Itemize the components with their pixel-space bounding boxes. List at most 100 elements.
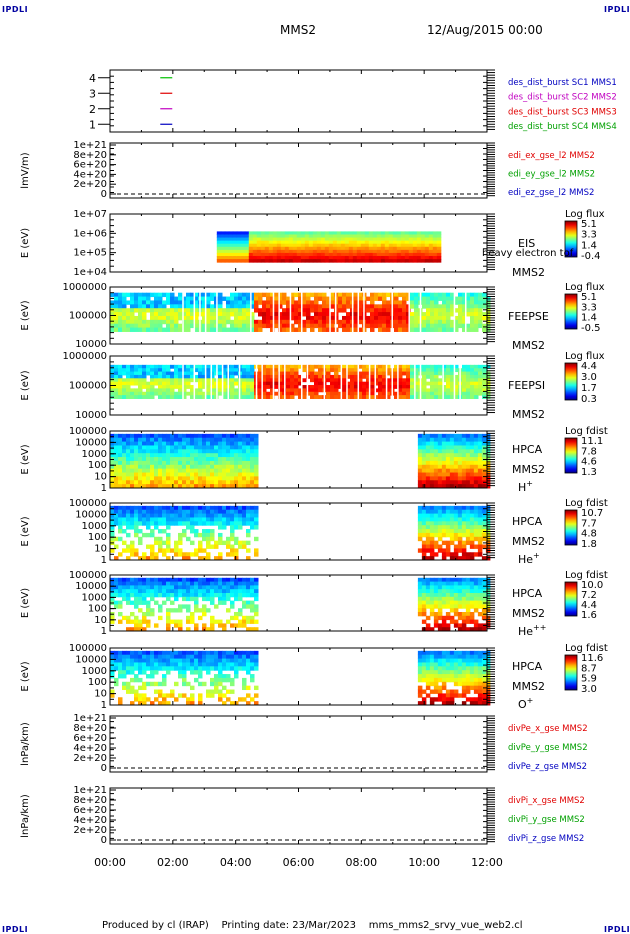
feepsi-frame xyxy=(109,355,488,416)
hpca_hepp-ytick: 10000 xyxy=(75,581,107,592)
hpca_h-ytick: 10 xyxy=(94,472,107,483)
divpi-ytick: 1e+21 xyxy=(73,785,107,796)
hpca_h-label: HPCA xyxy=(512,443,543,456)
feepse-cbar-title: Log flux xyxy=(565,282,605,293)
footer: Produced by cl (IRAP) Printing date: 23/… xyxy=(102,920,523,931)
hpca_he-ytick: 1 xyxy=(101,555,107,566)
feepse-ytick: 10000 xyxy=(75,339,107,350)
hpca_h-side-ticks xyxy=(109,430,495,489)
hpca_h-cbar-tick: 1.3 xyxy=(581,467,597,478)
x-tick-label: 02:00 xyxy=(157,856,189,869)
hpca_hepp-side-ticks xyxy=(109,574,495,632)
edi-ytick: 0 xyxy=(101,189,107,200)
hpca_o-label: HPCA xyxy=(512,660,543,673)
feepsi-ytick: 100000 xyxy=(69,381,107,392)
hpca_o-cbar-tick: 5.9 xyxy=(581,674,597,685)
feepse-cbar-tick: 5.1 xyxy=(581,292,597,303)
divpe-ytick: 1e+21 xyxy=(73,713,107,724)
x-tick-label: 10:00 xyxy=(408,856,440,869)
hpca_o-colorbar xyxy=(564,654,578,691)
hpca_he-ytick: 100 xyxy=(88,532,107,543)
divpi-legend-entry: divPi_y_gse MMS2 xyxy=(508,815,585,825)
feepse-ylabel: E (eV) xyxy=(20,300,31,330)
divpe-ytick: 6e+20 xyxy=(73,733,107,744)
hpca_hepp-ytick: 10 xyxy=(94,615,107,626)
feepse-frame xyxy=(109,286,488,345)
hpca_hepp-mms-label: MMS2 xyxy=(512,607,545,620)
hpca_hepp-label: HPCA xyxy=(512,587,543,600)
hpca_h-ytick: 100000 xyxy=(69,426,107,437)
eis-label: EIS xyxy=(518,237,535,250)
hpca_hepp-cbar-tick: 1.6 xyxy=(581,610,597,621)
hpca_h-mms-label: MMS2 xyxy=(512,463,545,476)
eis-cbar-tick: 1.4 xyxy=(581,240,597,251)
dist-ytick: 1 xyxy=(89,118,96,131)
hpca_o-ylabel: E (eV) xyxy=(20,661,31,691)
eis-cbar-tick: -0.4 xyxy=(581,251,601,262)
divpe-ytick: 4e+20 xyxy=(73,743,107,754)
edi-frame xyxy=(109,142,488,199)
hpca_hepp-colorbar xyxy=(564,581,578,617)
eis-ytick: 1e+04 xyxy=(73,267,107,278)
eis-ytick: 1e+06 xyxy=(73,228,107,239)
eis-ytick: 1e+07 xyxy=(73,209,107,220)
hpca_o-ytick: 10000 xyxy=(75,654,107,665)
hpca_he-cbar-tick: 10.7 xyxy=(581,508,603,519)
hpca_h-frame xyxy=(109,430,488,489)
eis-cbar-tick: 3.3 xyxy=(581,230,597,241)
x-tick-label: 08:00 xyxy=(345,856,377,869)
hpca_he-cbar-title: Log fdist xyxy=(565,498,608,509)
feepse-ytick: 100000 xyxy=(69,311,107,322)
hpca_he-ytick: 1000 xyxy=(82,521,107,532)
eis-ytick: 1e+05 xyxy=(73,248,107,259)
divpe-legend-entry: divPe_z_gse MMS2 xyxy=(508,762,587,772)
edi-side-ticks xyxy=(109,142,495,199)
divpe-ylabel: lnPa/km) xyxy=(20,722,31,766)
hpca_h-cbar-tick: 4.6 xyxy=(581,457,597,468)
divpi-ytick: 8e+20 xyxy=(73,795,107,806)
corner-label-top-right: IPDLI xyxy=(604,5,630,14)
feepse-cbar-tick: -0.5 xyxy=(581,323,601,334)
hpca_hepp-ytick: 1000 xyxy=(82,592,107,603)
hpca_he-colorbar xyxy=(564,509,578,546)
hpca_hepp-ytick: 100000 xyxy=(69,570,107,581)
edi-ytick: 8e+20 xyxy=(73,150,107,161)
feepse-side-ticks xyxy=(109,286,495,345)
hpca_o-cbar-title: Log fdist xyxy=(565,643,608,654)
hpca_hepp-cbar-tick: 10.0 xyxy=(581,580,603,591)
edi-legend-entry: edi_ez_gse_l2 MMS2 xyxy=(508,188,594,198)
hpca_hepp-ytick: 100 xyxy=(88,604,107,615)
divpe-side-ticks xyxy=(109,715,495,773)
hpca_o-ytick: 100 xyxy=(88,677,107,688)
hpca_he-cbar-tick: 1.8 xyxy=(581,539,597,550)
hpca_he-ylabel: E (eV) xyxy=(20,516,31,546)
divpi-ylabel: lnPa/km) xyxy=(20,794,31,838)
feepsi-cbar-tick: 1.7 xyxy=(581,383,597,394)
divpi-ytick: 2e+20 xyxy=(73,825,107,836)
divpi-side-ticks xyxy=(109,787,495,845)
feepsi-cbar-title: Log flux xyxy=(565,351,605,362)
feepsi-ytick: 10000 xyxy=(75,410,107,421)
feepsi-colorbar xyxy=(564,362,578,401)
hpca_o-spectrogram xyxy=(110,650,491,706)
hpca_h-ytick: 1 xyxy=(101,483,107,494)
hpca_hepp-ylabel: E (eV) xyxy=(20,588,31,618)
feepsi-cbar-tick: 4.4 xyxy=(581,361,597,372)
divpi-ytick: 6e+20 xyxy=(73,805,107,816)
eis-cbar-title: Log flux xyxy=(565,209,605,220)
hpca_he-label: HPCA xyxy=(512,515,543,528)
hpca_hepp-frame xyxy=(109,574,488,632)
feepse-cbar-tick: 1.4 xyxy=(581,313,597,324)
feepsi-cbar-tick: 3.0 xyxy=(581,372,597,383)
divpe-ytick: 8e+20 xyxy=(73,723,107,734)
feepsi-ylabel: E (eV) xyxy=(20,370,31,400)
hpca_h-ytick: 1000 xyxy=(82,449,107,460)
hpca_hepp-cbar-tick: 4.4 xyxy=(581,600,597,611)
feepsi-label: FEEPSI xyxy=(508,379,545,392)
hpca_hepp-ytick: 1 xyxy=(101,626,107,637)
divpe-ytick: 0 xyxy=(101,763,107,774)
feepse-cbar-tick: 3.3 xyxy=(581,302,597,313)
hpca_o-cbar-tick: 3.0 xyxy=(581,684,597,695)
dist-frame xyxy=(109,69,488,133)
